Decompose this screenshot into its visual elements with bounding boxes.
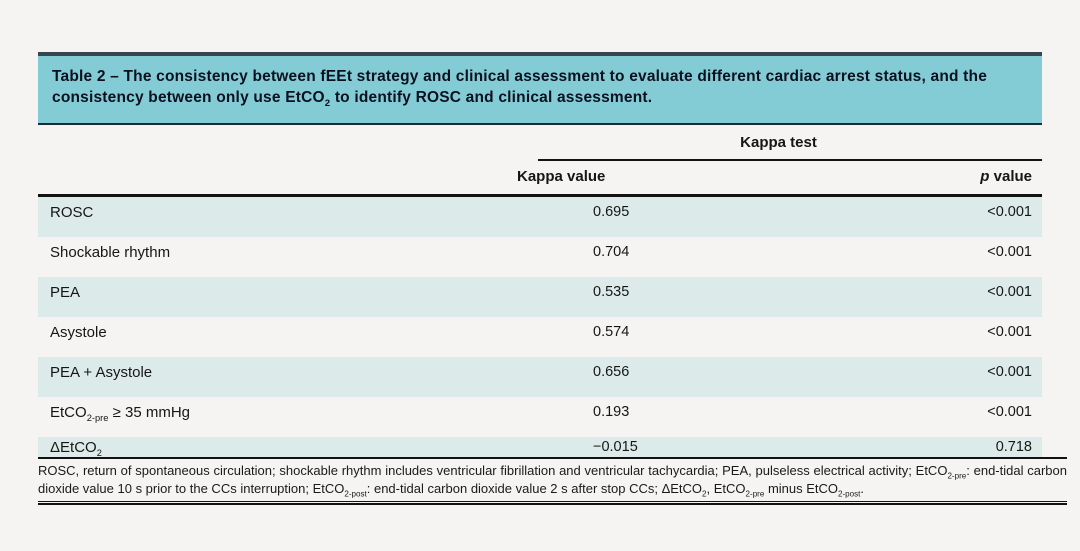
kappa-value-cell: 0.695: [593, 204, 630, 220]
p-value-cell: <0.001: [987, 244, 1032, 260]
table-body: ROSC 0.695 <0.001 Shockable rhythm 0.704…: [38, 197, 1042, 457]
p-value-cell: <0.001: [987, 204, 1032, 220]
table-row: Shockable rhythm 0.704 <0.001: [38, 237, 1042, 277]
header-empty-cell: [38, 161, 515, 194]
kappa-test-underline: [538, 159, 1042, 161]
row-label: ROSC: [50, 204, 94, 221]
p-value-cell: <0.001: [987, 284, 1032, 300]
kappa-value-cell: 0.656: [593, 364, 630, 380]
row-label: PEA: [50, 284, 81, 301]
footnote-text: ROSC, return of spontaneous circulation;…: [38, 463, 1067, 499]
table-row: ROSC 0.695 <0.001: [38, 197, 1042, 237]
row-label: Asystole: [50, 324, 107, 341]
p-value-cell: <0.001: [987, 364, 1032, 380]
table-bottom-rule: [38, 501, 1067, 505]
kappa-value-cell: 0.535: [593, 284, 630, 300]
p-value-cell: <0.001: [987, 404, 1032, 420]
kappa-test-header: Kappa test: [740, 134, 817, 151]
table-row: Asystole 0.574 <0.001: [38, 317, 1042, 357]
row-label: EtCO2-pre ≥ 35 mmHg: [50, 404, 190, 423]
row-label: ΔEtCO2: [50, 439, 102, 457]
kappa-value-cell: 0.704: [593, 244, 630, 260]
header-empty-cell: [38, 125, 515, 161]
p-value-cell: <0.001: [987, 324, 1032, 340]
header-columns-row: Kappa value p value: [38, 161, 1042, 194]
table-caption-text: Table 2 – The consistency between fEEt s…: [52, 68, 988, 110]
table-footnote: ROSC, return of spontaneous circulation;…: [38, 457, 1067, 501]
p-value-cell: 0.718: [995, 439, 1032, 455]
row-label: PEA + Asystole: [50, 364, 153, 381]
kappa-test-group-cell: Kappa test: [515, 125, 1042, 161]
kappa-value-cell: −0.015: [593, 439, 638, 455]
row-label: Shockable rhythm: [50, 244, 171, 261]
table-header: Kappa test Kappa value p value: [38, 125, 1042, 197]
table-row: EtCO2-pre ≥ 35 mmHg 0.193 <0.001: [38, 397, 1042, 437]
kappa-value-cell: 0.574: [593, 324, 630, 340]
table-row: ΔEtCO2 −0.015 0.718: [38, 437, 1042, 457]
kappa-value-column-header: Kappa value: [517, 168, 606, 185]
kappa-value-cell: 0.193: [593, 404, 630, 420]
table-row: PEA 0.535 <0.001: [38, 277, 1042, 317]
table-row: PEA + Asystole 0.656 <0.001: [38, 357, 1042, 397]
p-value-column-header: p value: [980, 168, 1032, 185]
header-group-row: Kappa test: [38, 125, 1042, 161]
table-caption: Table 2 – The consistency between fEEt s…: [38, 52, 1042, 125]
table2-container: Table 2 – The consistency between fEEt s…: [38, 52, 1067, 505]
